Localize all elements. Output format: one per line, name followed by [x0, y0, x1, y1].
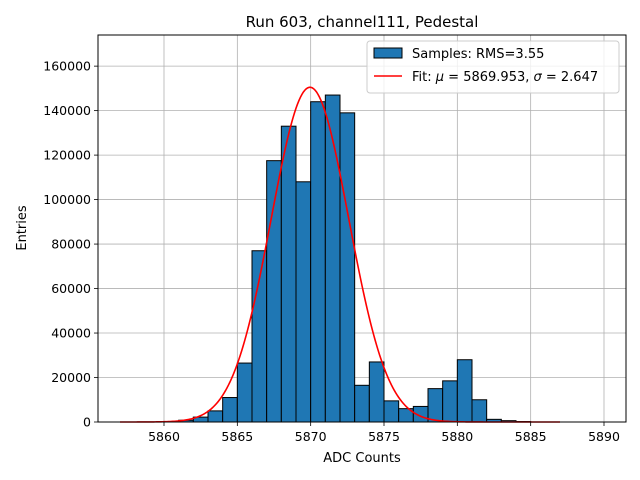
- y-tick-label: 40000: [51, 326, 91, 341]
- x-tick-label: 5875: [368, 429, 400, 444]
- legend-swatch-samples: [373, 47, 403, 59]
- legend-fit-sigma-symbol: σ: [534, 70, 543, 85]
- y-tick-label: 160000: [43, 59, 91, 74]
- histogram-bars: [178, 94, 532, 423]
- y-axis-ticks: 0 20000 40000 60000 80000 100000 120000 140000 1…: [43, 59, 98, 430]
- y-tick-label: 140000: [43, 103, 91, 118]
- histogram-bar: [236, 362, 253, 423]
- histogram-bar: [324, 94, 341, 423]
- histogram-bar: [207, 410, 224, 423]
- histogram-bar: [222, 397, 238, 423]
- histogram-bar: [471, 399, 488, 423]
- histogram-bar: [383, 400, 400, 423]
- histogram-bar: [266, 160, 282, 423]
- x-tick-label: 5885: [515, 429, 547, 444]
- legend-label-fit: Fit: μ = 5869.953, σ = 2.647: [412, 70, 598, 85]
- grid-lines: [98, 35, 626, 423]
- legend: Samples: RMS=3.55 Fit: μ = 5869.953, σ =…: [366, 40, 620, 94]
- x-axis-ticks: 5860 5865 5870 5875 5880 5885 5890: [148, 422, 620, 444]
- histogram-bar: [456, 359, 473, 423]
- histogram-bar: [295, 181, 312, 423]
- legend-fit-mu-value: = 5869.953,: [444, 70, 533, 85]
- legend-fit-sigma-value: = 2.647: [542, 70, 598, 85]
- x-axis-title: ADC Counts: [323, 451, 401, 466]
- x-tick-label: 5865: [221, 429, 253, 444]
- chart-title: Run 603, channel111, Pedestal: [246, 13, 479, 31]
- x-tick-label: 5890: [588, 429, 620, 444]
- y-tick-label: 20000: [51, 370, 91, 385]
- legend-label-samples: Samples: RMS=3.55: [412, 47, 544, 62]
- histogram-bar: [354, 384, 370, 423]
- histogram-bar: [427, 388, 444, 423]
- y-tick-label: 120000: [43, 148, 91, 163]
- x-tick-label: 5860: [148, 429, 180, 444]
- histogram-bar: [442, 380, 458, 423]
- histogram-bar: [310, 101, 326, 423]
- x-tick-label: 5880: [441, 429, 473, 444]
- y-axis-title: Entries: [15, 205, 30, 251]
- legend-fit-mu-symbol: μ: [435, 70, 444, 85]
- y-tick-label: 80000: [51, 237, 91, 252]
- plot-frame: [97, 34, 627, 423]
- histogram-bar: [339, 112, 356, 423]
- legend-box: [366, 40, 620, 94]
- y-tick-label: 100000: [43, 192, 91, 207]
- histogram-bar: [368, 361, 385, 423]
- legend-fit-prefix: Fit:: [412, 70, 436, 85]
- y-tick-label: 0: [83, 415, 91, 430]
- histogram-bar: [280, 125, 297, 423]
- y-tick-label: 60000: [51, 281, 91, 296]
- x-tick-label: 5870: [295, 429, 327, 444]
